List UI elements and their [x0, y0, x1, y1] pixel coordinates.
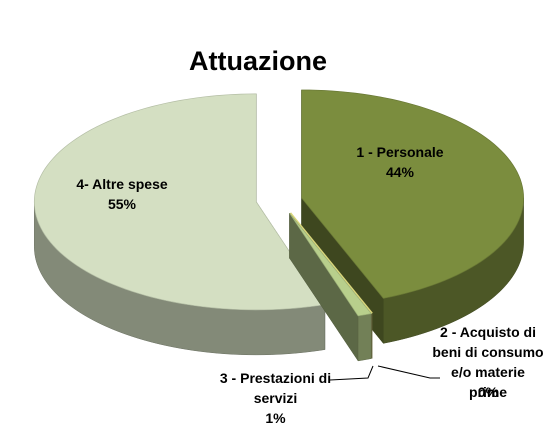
chart-title: Attuazione	[189, 46, 327, 76]
slice-label: 4- Altre spese	[76, 176, 168, 192]
slice	[301, 89, 524, 299]
slice-rim	[357, 313, 372, 362]
leader-line	[377, 365, 440, 379]
slice-label: 3 - Prestazioni di servizi	[219, 370, 332, 406]
slice-value-label: 0%	[477, 384, 499, 400]
slice	[289, 212, 373, 315]
slice-value-label: 44%	[385, 164, 415, 180]
slice-label: 2 - Acquisto di beni di consumo e/o mate…	[432, 324, 544, 400]
leader-line	[329, 365, 374, 381]
slice	[33, 93, 326, 311]
slice-label: 1 - Personale	[356, 144, 444, 160]
slice	[289, 212, 372, 317]
slice-value-label: 55%	[107, 196, 137, 212]
slice-value-label: 1%	[265, 410, 286, 426]
